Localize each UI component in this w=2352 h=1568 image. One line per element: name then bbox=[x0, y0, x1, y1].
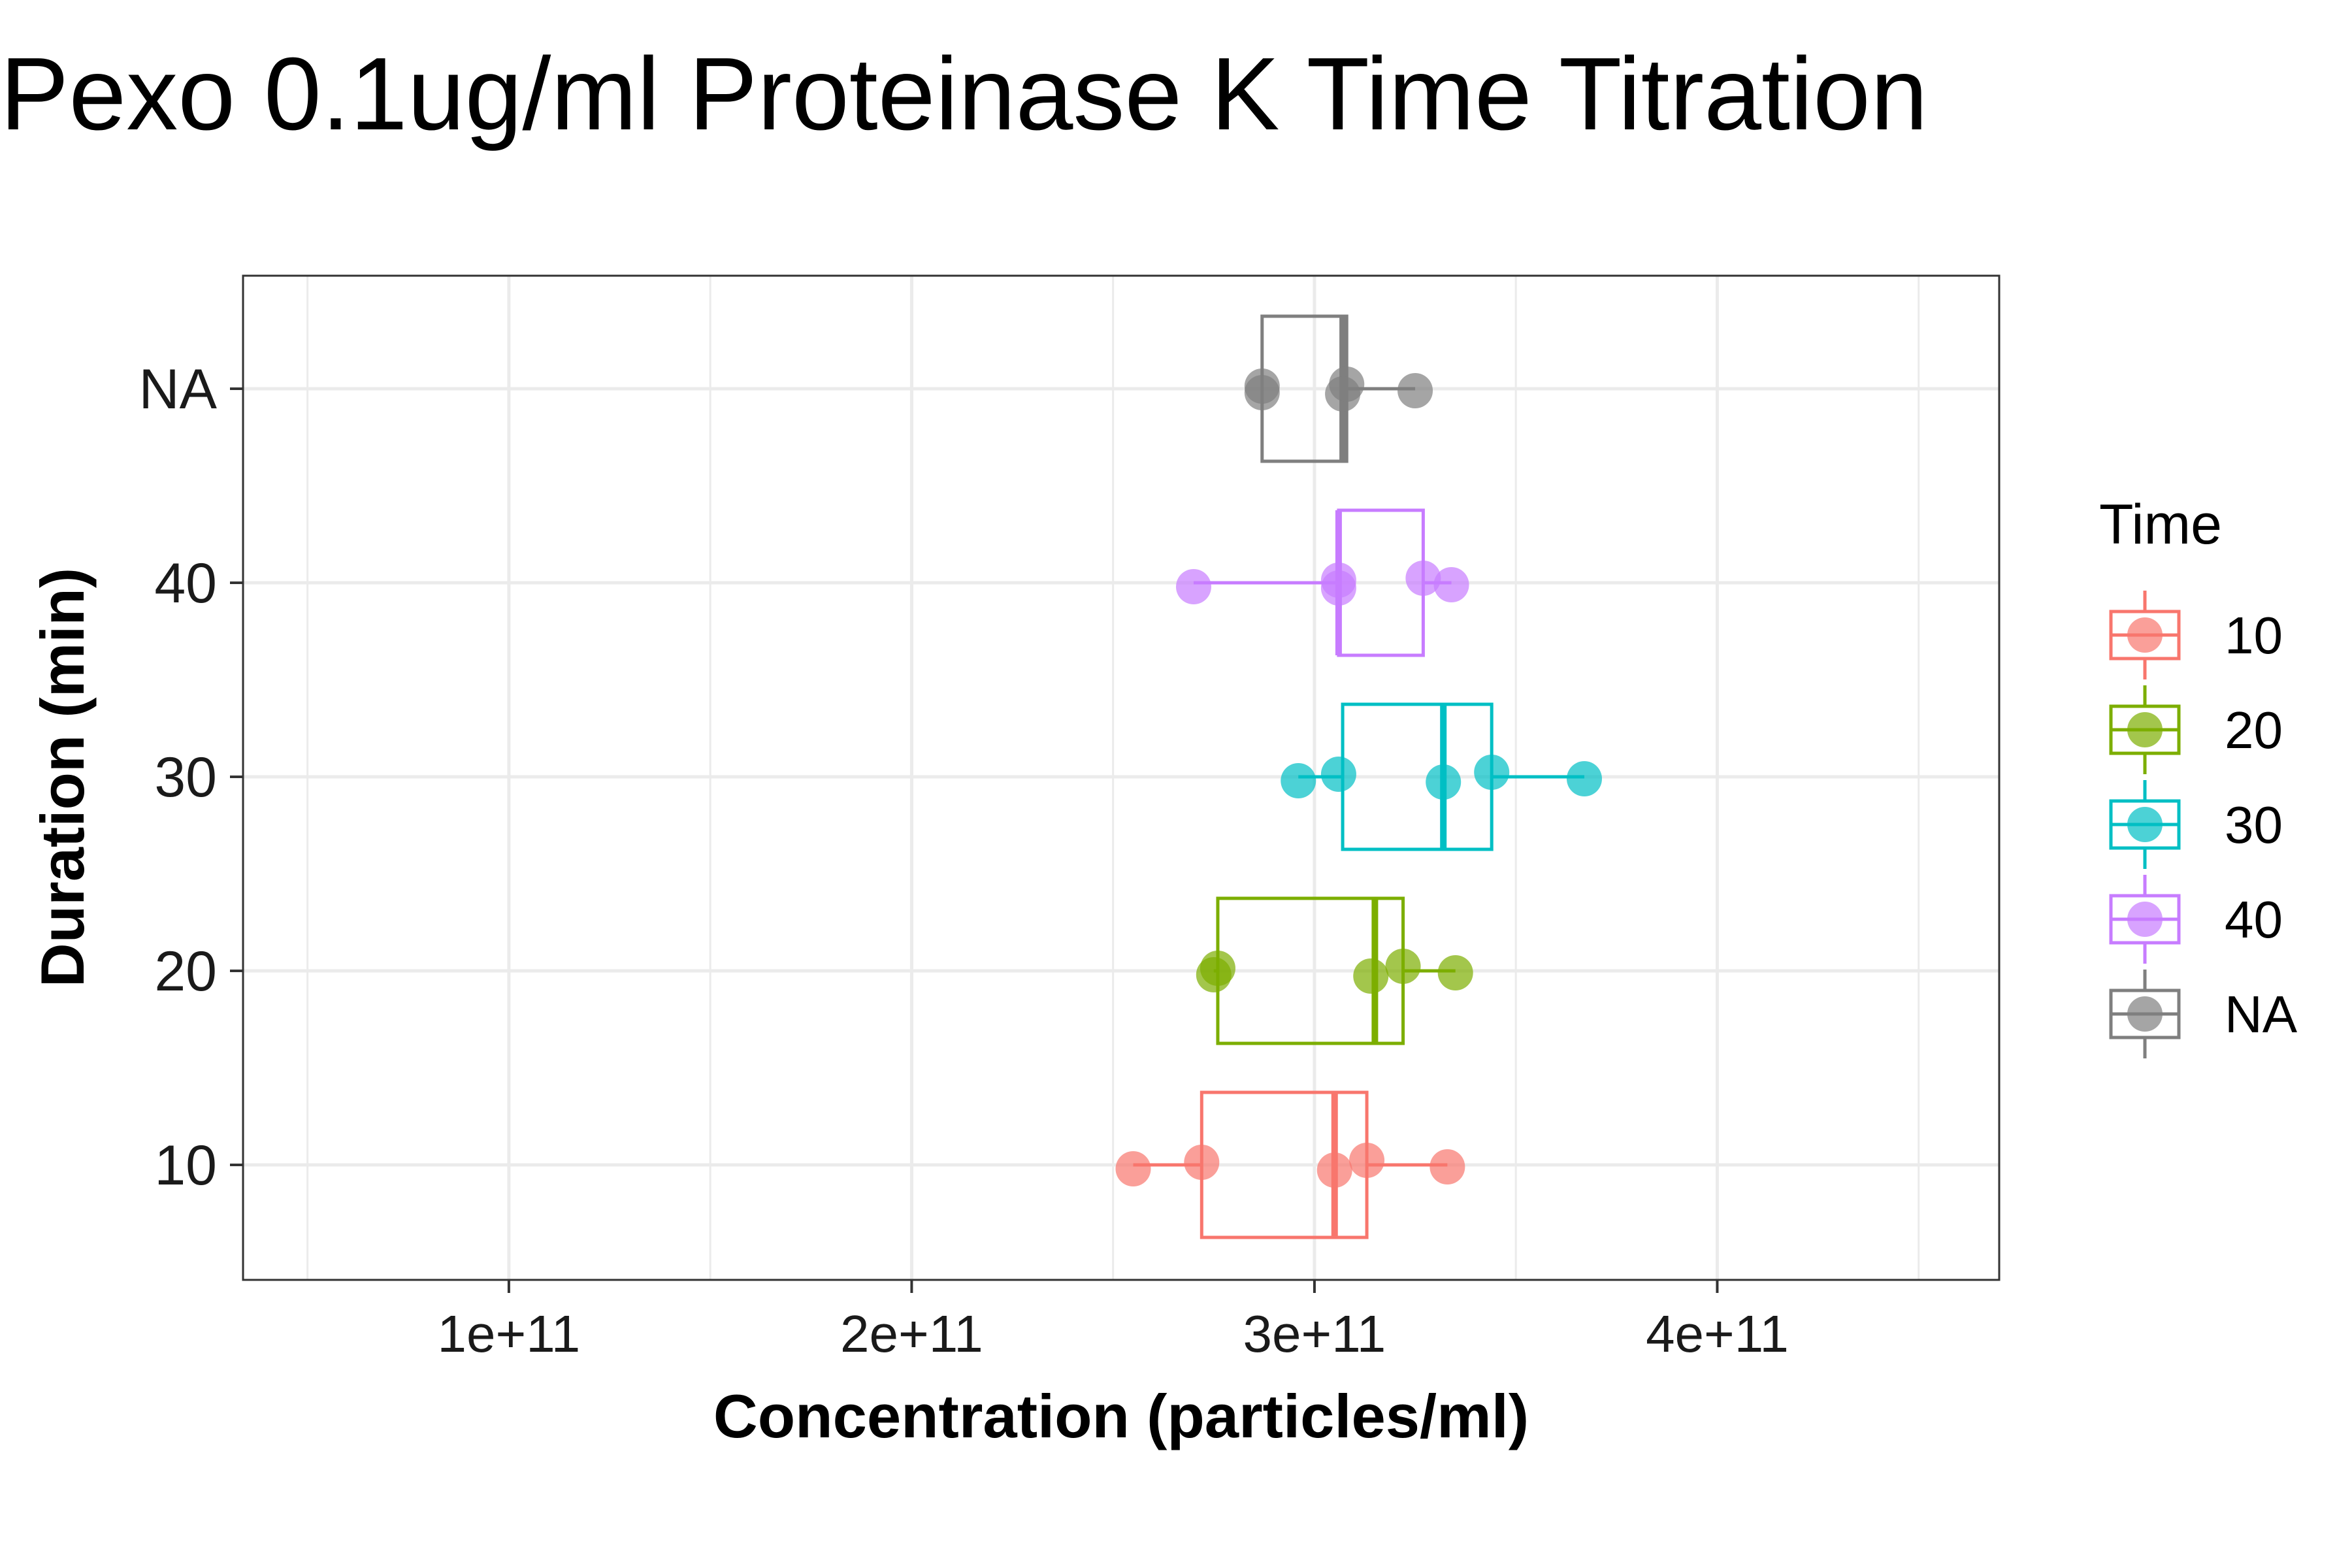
x-axis-label: Concentration (particles/ml) bbox=[713, 1382, 1529, 1450]
legend-key: 30 bbox=[2109, 780, 2283, 869]
data-point bbox=[1353, 958, 1389, 994]
data-points bbox=[1115, 367, 1602, 1188]
data-point bbox=[1385, 949, 1421, 984]
legend-label: 40 bbox=[2225, 890, 2283, 949]
data-point bbox=[1316, 1152, 1352, 1188]
y-tick-label: 30 bbox=[154, 746, 217, 809]
data-point bbox=[1349, 1143, 1385, 1178]
legend-title: Time bbox=[2099, 493, 2222, 556]
x-axis: 1e+11 2e+11 3e+11 4e+11 bbox=[438, 1280, 1789, 1363]
data-point bbox=[1437, 955, 1473, 990]
legend-label: 20 bbox=[2225, 701, 2283, 759]
data-point bbox=[1566, 761, 1602, 796]
legend-label: 30 bbox=[2225, 796, 2283, 854]
legend-point bbox=[2127, 712, 2163, 747]
data-point bbox=[1200, 951, 1235, 986]
chart-title: Pexo 0.1ug/ml Proteinase K Time Titratio… bbox=[0, 37, 1928, 152]
data-point bbox=[1320, 757, 1356, 792]
data-point bbox=[1115, 1151, 1151, 1186]
x-tick-label: 2e+11 bbox=[840, 1305, 983, 1363]
data-point bbox=[1405, 561, 1441, 596]
x-tick-label: 4e+11 bbox=[1646, 1305, 1789, 1363]
y-tick-label: NA bbox=[139, 358, 218, 421]
legend-keys: 10 20 30 40 NA bbox=[2109, 591, 2298, 1058]
y-axis-label: Duration (min) bbox=[28, 568, 97, 987]
legend-point bbox=[2127, 996, 2163, 1032]
data-point bbox=[1429, 1149, 1465, 1184]
x-tick-label: 1e+11 bbox=[438, 1305, 581, 1363]
data-point bbox=[1184, 1145, 1220, 1180]
legend-key: NA bbox=[2109, 970, 2298, 1058]
data-point bbox=[1281, 763, 1316, 798]
legend-label: 10 bbox=[2225, 606, 2283, 664]
y-tick-label: 20 bbox=[154, 940, 217, 1003]
y-axis: 10 20 30 40 NA bbox=[139, 358, 243, 1197]
legend-label: NA bbox=[2225, 985, 2298, 1043]
legend-point bbox=[2127, 807, 2163, 842]
legend-point bbox=[2127, 902, 2163, 937]
data-point bbox=[1397, 373, 1433, 408]
data-point bbox=[1433, 567, 1469, 602]
legend: Time 10 20 30 40 NA bbox=[2099, 493, 2298, 1058]
legend-key: 20 bbox=[2109, 685, 2283, 774]
y-tick-label: 40 bbox=[154, 552, 217, 615]
legend-point bbox=[2127, 617, 2163, 653]
data-point bbox=[1175, 569, 1211, 604]
legend-key: 40 bbox=[2109, 875, 2283, 964]
data-point bbox=[1426, 764, 1462, 800]
plot-panel bbox=[242, 274, 2001, 1281]
x-tick-label: 3e+11 bbox=[1243, 1305, 1386, 1363]
data-point bbox=[1474, 755, 1510, 790]
legend-key: 10 bbox=[2109, 591, 2283, 679]
data-point bbox=[1244, 368, 1280, 404]
data-point bbox=[1329, 367, 1365, 402]
y-tick-label: 10 bbox=[154, 1134, 217, 1197]
data-point bbox=[1320, 570, 1356, 606]
